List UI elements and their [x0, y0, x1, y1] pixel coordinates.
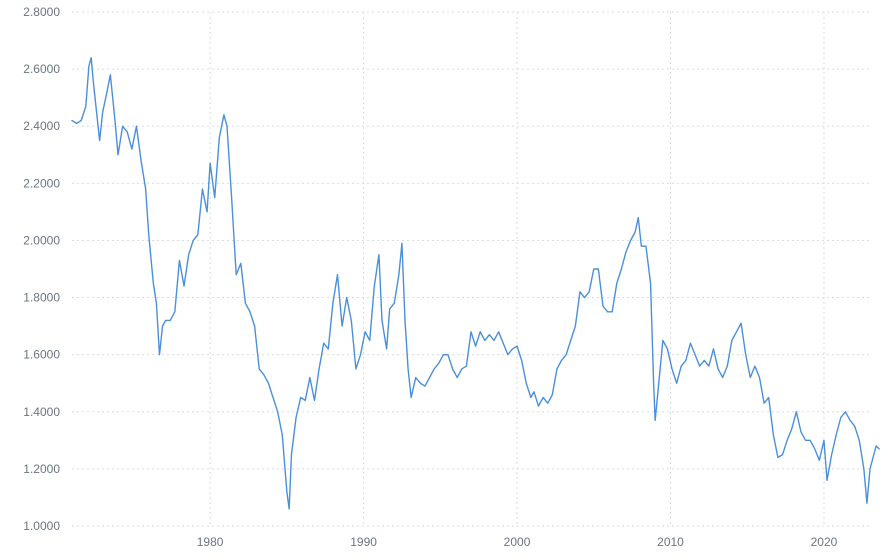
- x-tick-label: 1990: [350, 535, 377, 549]
- y-tick-label: 2.2000: [23, 176, 60, 190]
- y-tick-label: 1.8000: [23, 291, 60, 305]
- y-tick-label: 2.0000: [23, 233, 60, 247]
- line-chart: 1.0000 1.2000 1.4000 1.6000 1.8000 2.0000 2.20…: [0, 0, 888, 560]
- y-tick-label: 2.8000: [23, 5, 60, 19]
- y-tick-label: 2.6000: [23, 62, 60, 76]
- y-tick-label: 2.4000: [23, 119, 60, 133]
- x-tick-label: 2000: [504, 535, 531, 549]
- x-tick-label: 1980: [197, 535, 224, 549]
- x-tick-label: 2010: [657, 535, 684, 549]
- chart-svg: 1.0000 1.2000 1.4000 1.6000 1.8000 2.0000 2.20…: [0, 0, 888, 560]
- y-tick-label: 1.2000: [23, 462, 60, 476]
- y-tick-label: 1.0000: [23, 519, 60, 533]
- y-tick-label: 1.4000: [23, 405, 60, 419]
- y-tick-label: 1.6000: [23, 348, 60, 362]
- x-tick-label: 2020: [811, 535, 838, 549]
